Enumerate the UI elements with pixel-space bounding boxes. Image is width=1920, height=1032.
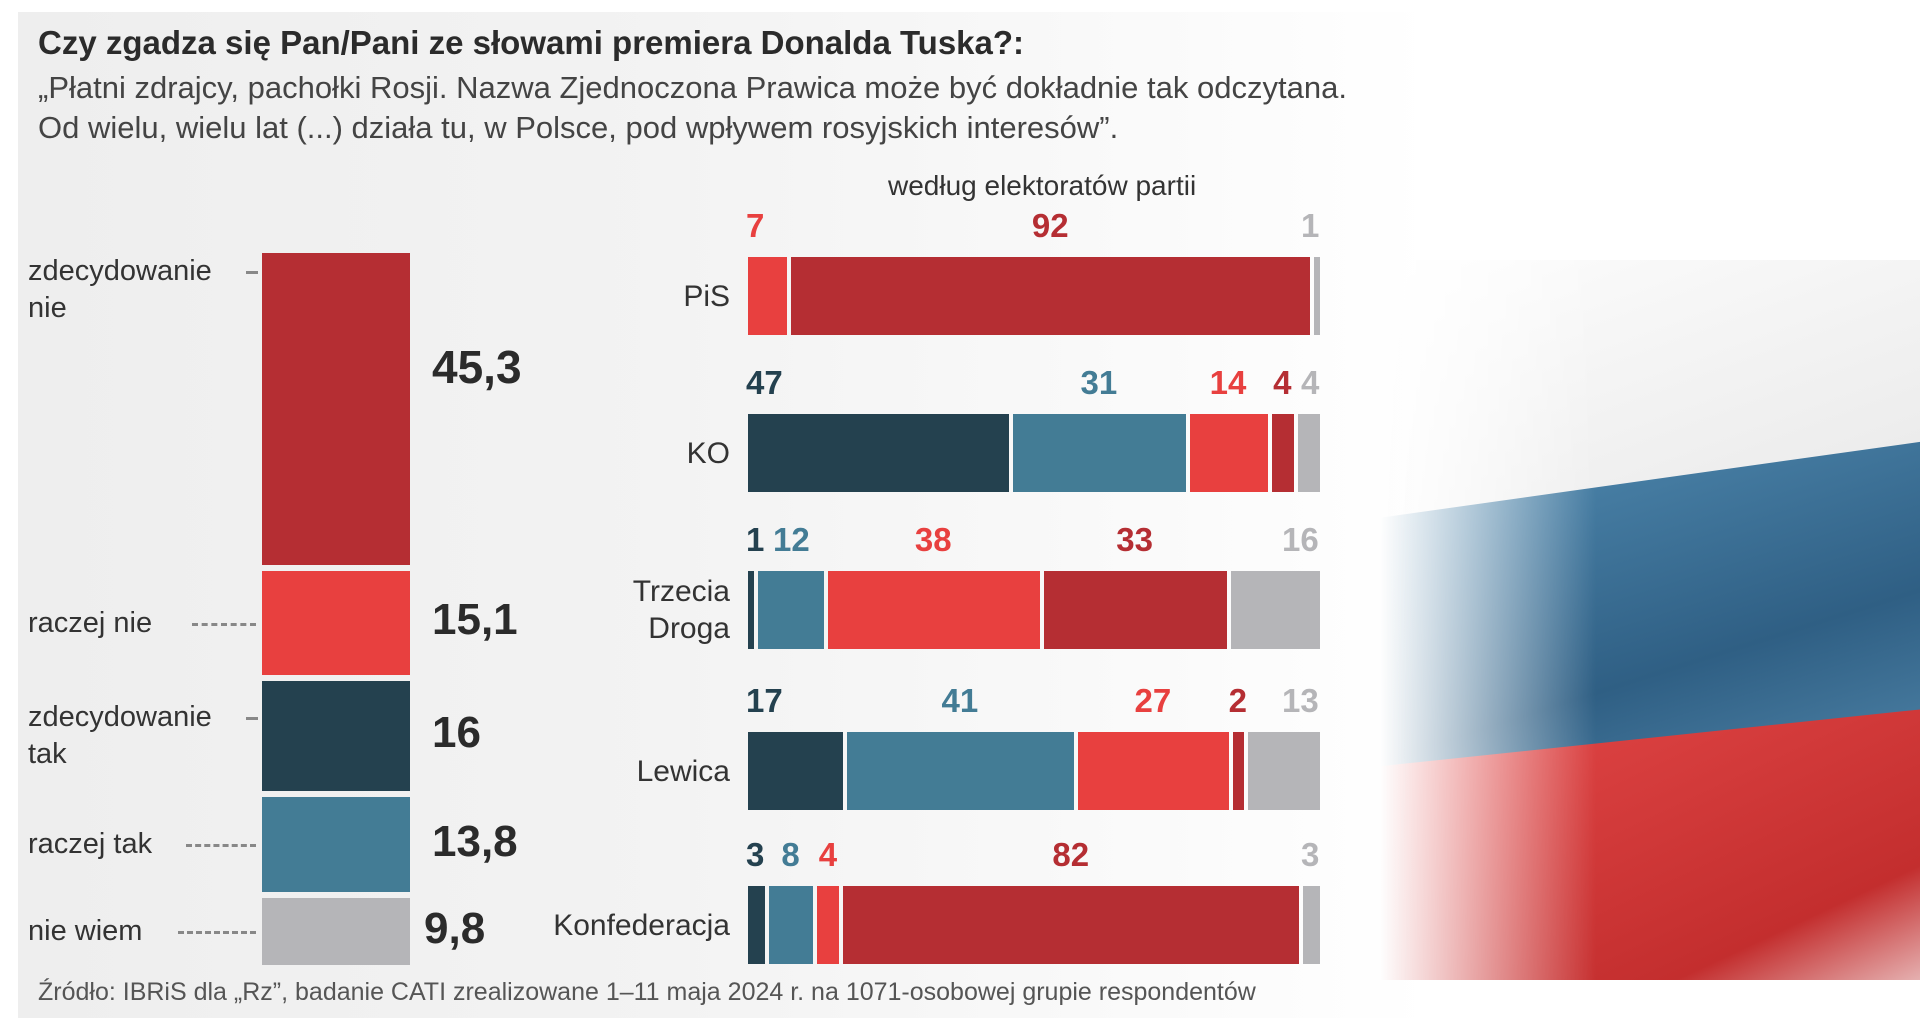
value-label-konfederacja-zdecydowanie-nie: 82	[1052, 836, 1090, 873]
value-label-lewica-zdecydowanie-tak: 17	[746, 682, 783, 719]
value-label-konfederacja-zdecydowanie-tak: 3	[746, 836, 765, 873]
bar-konfederacja-zdecydowanie-tak	[748, 886, 765, 964]
bar-ko-raczej-nie	[1189, 414, 1268, 492]
overall-bar-raczej-nie	[262, 570, 410, 675]
bar-trzecia-droga-raczej-nie	[828, 571, 1040, 649]
value-label-konfederacja-raczej-nie: 4	[818, 836, 838, 873]
overall-leader-line	[246, 716, 258, 720]
bar-pis-raczej-nie	[748, 257, 788, 335]
bar-konfederacja-nie-wiem	[1303, 886, 1320, 964]
bar-ko-zdecydowanie-tak	[748, 414, 1010, 492]
overall-bar-zdecydowanie-nie	[262, 253, 410, 565]
bar-lewica-zdecydowanie-nie	[1232, 732, 1244, 810]
overall-label-nie-wiem: nie wiem	[28, 915, 143, 948]
overall-label-raczej-nie: raczej nie	[28, 606, 153, 639]
value-label-trzecia-droga-zdecydowanie-tak: 1	[746, 521, 765, 558]
overall-label-zdecydowanie-tak: zdecydowanie tak	[28, 700, 212, 770]
russian-flag-image	[1380, 260, 1920, 980]
overall-value-raczej-nie: 15,1	[432, 595, 518, 645]
overall-value-raczej-tak: 13,8	[432, 816, 518, 866]
bar-lewica-raczej-nie	[1078, 732, 1229, 810]
bar-trzecia-droga-raczej-tak	[757, 571, 825, 649]
value-label-lewica-nie-wiem: 13	[1282, 682, 1319, 719]
bar-pis-nie-wiem	[1314, 257, 1320, 335]
bar-lewica-raczej-tak	[846, 732, 1075, 810]
bar-trzecia-droga-zdecydowanie-tak	[748, 571, 754, 649]
party-label-lewica: Lewica	[636, 754, 730, 788]
value-label-trzecia-droga-zdecydowanie-nie: 33	[1116, 521, 1154, 558]
value-label-konfederacja-nie-wiem: 3	[1301, 836, 1320, 873]
bar-konfederacja-zdecydowanie-nie	[843, 886, 1300, 964]
bar-konfederacja-raczej-tak	[768, 886, 814, 964]
source-note: Źródło: IBRiS dla „Rz”, badanie CATI zre…	[38, 978, 1256, 1006]
overall-label-zdecydowanie-nie: zdecydowanie nie	[28, 255, 212, 324]
value-label-lewica-raczej-tak: 41	[941, 682, 979, 719]
bar-lewica-nie-wiem	[1247, 732, 1320, 810]
value-label-trzecia-droga-raczej-nie: 38	[914, 521, 952, 558]
overall-value-zdecydowanie-nie: 45,3	[432, 341, 522, 394]
party-label-konfederacja: Konfederacja	[553, 908, 730, 942]
bar-lewica-zdecydowanie-tak	[748, 732, 843, 810]
chart-subtitle-line-1: „Płatni zdrajcy, pachołki Rosji. Nazwa Z…	[38, 70, 1347, 105]
value-label-ko-zdecydowanie-nie: 4	[1273, 364, 1292, 401]
bar-ko-nie-wiem	[1297, 414, 1320, 492]
value-label-trzecia-droga-nie-wiem: 16	[1282, 521, 1319, 558]
overall-leader-line	[246, 271, 258, 274]
value-label-ko-raczej-tak: 31	[1080, 364, 1118, 401]
overall-leader-line	[192, 622, 256, 626]
value-label-lewica-raczej-nie: 27	[1134, 682, 1172, 719]
chart-subtitle-line-2: Od wielu, wielu lat (...) działa tu, w P…	[38, 110, 1119, 145]
party-label-ko: KO	[686, 436, 730, 470]
bar-trzecia-droga-zdecydowanie-nie	[1043, 571, 1228, 649]
overall-leader-line	[186, 844, 256, 848]
bar-trzecia-droga-nie-wiem	[1231, 571, 1320, 649]
overall-bar-zdecydowanie-tak	[262, 680, 410, 791]
value-label-pis-zdecydowanie-nie: 92	[1031, 207, 1069, 244]
overall-value-nie-wiem: 9,8	[424, 904, 486, 953]
bar-ko-raczej-tak	[1013, 414, 1186, 492]
overall-label-raczej-tak: raczej tak	[28, 828, 153, 861]
overall-leader-line	[178, 931, 256, 935]
overall-bar-raczej-tak	[262, 796, 410, 892]
value-label-pis-nie-wiem: 1	[1301, 207, 1320, 244]
value-label-ko-raczej-nie: 14	[1209, 364, 1247, 401]
value-label-konfederacja-raczej-tak: 8	[781, 836, 800, 873]
party-label-pis: PiS	[683, 279, 730, 313]
value-label-pis-raczej-nie: 7	[746, 207, 765, 244]
party-section-label: według elektoratów partii	[888, 170, 1197, 201]
chart-title: Czy zgadza się Pan/Pani ze słowami premi…	[38, 24, 1025, 61]
bar-pis-zdecydowanie-nie	[791, 257, 1311, 335]
bar-konfederacja-raczej-nie	[817, 886, 840, 964]
overall-value-zdecydowanie-tak: 16	[432, 708, 481, 758]
value-label-lewica-zdecydowanie-nie: 2	[1228, 682, 1248, 719]
value-label-ko-nie-wiem: 4	[1301, 364, 1320, 401]
party-label-trzecia-droga: Trzecia Droga	[632, 575, 730, 645]
overall-bar-nie-wiem	[262, 897, 410, 965]
value-label-ko-zdecydowanie-tak: 47	[746, 364, 783, 401]
value-label-trzecia-droga-raczej-tak: 12	[773, 521, 810, 558]
bar-ko-zdecydowanie-nie	[1271, 414, 1294, 492]
